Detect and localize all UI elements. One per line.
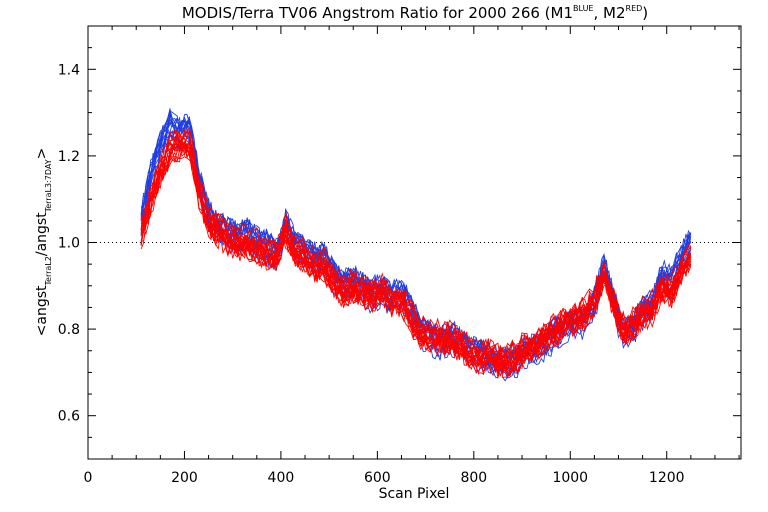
- x-tick-label: 400: [268, 470, 295, 486]
- axis-ticks: [87, 26, 741, 459]
- series-line-m1: [140, 110, 692, 364]
- series-line-m2: [141, 145, 692, 377]
- series-line-m2: [140, 146, 692, 375]
- x-tick-label: 200: [171, 470, 198, 486]
- axis-tick-labels: 0 200 400 600 800 1000 1200 0.6 0.8 1.0 1.2 1.4: [58, 62, 685, 486]
- y-tick-label: 1.0: [58, 236, 80, 252]
- y-tick-label: 1.2: [58, 149, 80, 165]
- chart-title: MODIS/Terra TV06 Angstrom Ratio for 2000…: [182, 4, 648, 22]
- plot-frame: [87, 25, 742, 460]
- x-tick-label: 1000: [552, 470, 588, 486]
- x-axis-label: Scan Pixel: [379, 486, 450, 502]
- series-line-m1: [140, 132, 692, 379]
- series-m1-group: [140, 107, 692, 382]
- y-tick-label: 0.6: [58, 409, 80, 425]
- series-line-m2: [140, 137, 692, 370]
- x-tick-label: 1200: [649, 470, 685, 486]
- x-tick-label: 800: [460, 470, 487, 486]
- series-line-m2: [140, 141, 691, 376]
- series-line-m2: [140, 140, 692, 369]
- series-line-m2: [140, 150, 692, 379]
- series-line-m2: [140, 145, 692, 377]
- x-tick-label: 600: [364, 470, 391, 486]
- y-axis-label: <angstTerraL2/angstTerraL3:7DAY>: [34, 148, 53, 337]
- series-m2-group: [140, 127, 692, 379]
- series-line-m1: [140, 130, 692, 382]
- x-tick-label: 0: [84, 470, 93, 486]
- y-tick-label: 1.4: [58, 62, 80, 78]
- y-tick-label: 0.8: [58, 322, 80, 338]
- series-line-m1: [141, 130, 692, 379]
